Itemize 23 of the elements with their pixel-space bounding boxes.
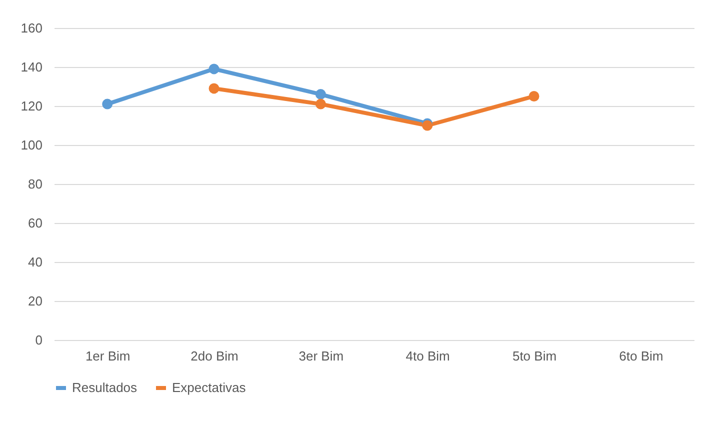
x-tick-label: 3er Bim xyxy=(298,348,344,364)
y-tick-label: 80 xyxy=(28,176,42,192)
point xyxy=(208,83,220,94)
x-tick-label: 5to Bim xyxy=(512,348,557,364)
x-tick-label: 1er Bim xyxy=(85,348,130,364)
x-tick-label: 6to Bim xyxy=(619,348,664,364)
y-tick-label: 160 xyxy=(20,20,42,36)
y-tick-label: 40 xyxy=(28,254,42,270)
y-tick-label: 100 xyxy=(20,138,42,152)
legend-label: Expectativas xyxy=(172,380,246,395)
legend-label: Resultados xyxy=(72,380,138,395)
x-tick-label: 4to Bim xyxy=(406,348,450,364)
y-tick-label: 120 xyxy=(20,98,42,114)
point xyxy=(315,89,326,100)
x-tick-label: 2do Bim xyxy=(190,348,238,364)
point xyxy=(102,98,113,110)
y-tick-label: 60 xyxy=(28,216,42,230)
y-tick-label: 20 xyxy=(28,294,42,308)
y-tick-label: 140 xyxy=(20,60,42,74)
point xyxy=(528,91,540,102)
point xyxy=(315,98,326,110)
y-tick-label: 0 xyxy=(35,332,42,348)
point xyxy=(208,64,220,74)
